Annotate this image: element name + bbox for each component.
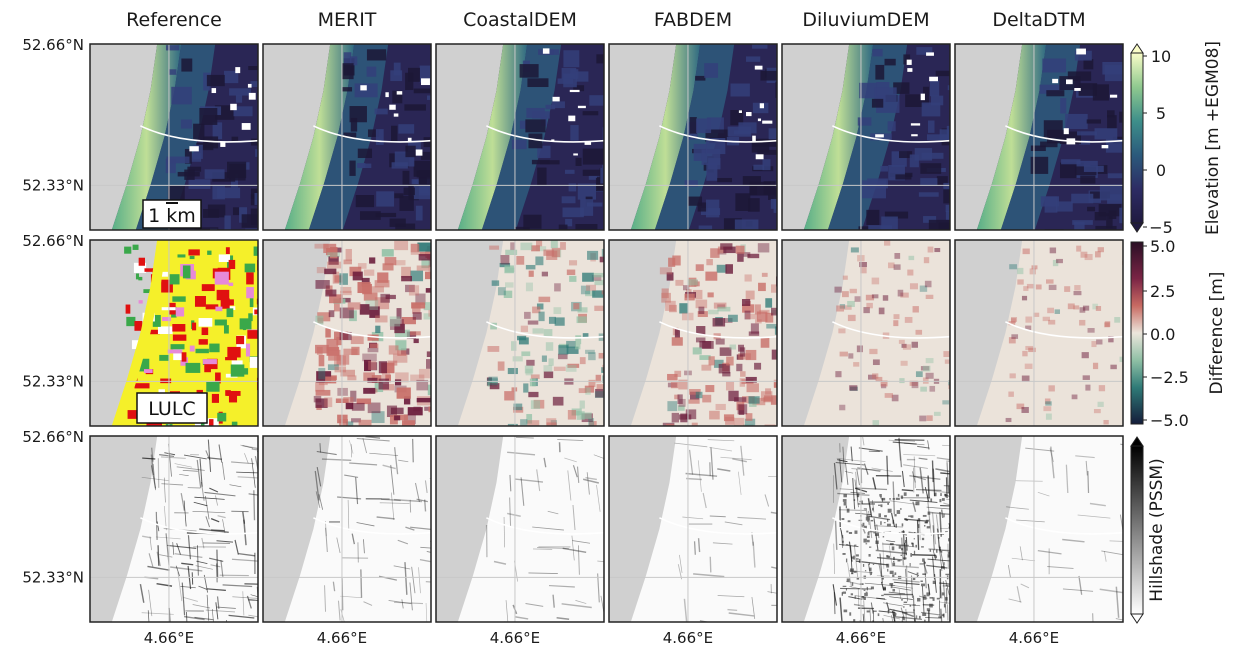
column-title-merit: MERIT	[318, 9, 377, 31]
x-tick-label: 4.66°E	[663, 629, 713, 647]
land-area	[803, 436, 950, 622]
panel-frame	[262, 435, 432, 623]
panel-elevation-fabdem	[608, 43, 778, 231]
land-area	[457, 436, 604, 622]
elevation-tick: 10	[1151, 47, 1171, 66]
panel-frame	[608, 239, 778, 427]
dune-strip	[457, 44, 528, 230]
column-title-deltadtm: DeltaDTM	[992, 9, 1085, 31]
panel-elevation-deltadtm	[954, 43, 1124, 231]
panel-frame	[954, 43, 1124, 231]
elevation-tick: 0	[1156, 161, 1166, 180]
land-area	[111, 240, 258, 426]
difference-tick: −5.0	[1150, 411, 1189, 430]
colorbar-hillshade: Hillshade (PSSM)	[1130, 436, 1167, 624]
axis-labels: 52.66°N 52.33°N 52.66°N 52.33°N 52.66°N 52.33…	[22, 36, 1059, 647]
dune-strip	[111, 44, 182, 230]
difference-tick: 5.0	[1150, 237, 1175, 256]
elevation-colorbar-label: Elevation [m +EGM08]	[1203, 41, 1223, 235]
dune-strip	[630, 44, 701, 230]
panel-difference-deltadtm	[954, 239, 1124, 427]
panel-frame	[608, 43, 778, 231]
panel-difference-fabdem	[608, 239, 778, 427]
panel-frame	[781, 239, 951, 427]
panel-frame	[262, 239, 432, 427]
column-title-fabdem: FABDEM	[654, 9, 732, 31]
elevation-tick: 5	[1156, 104, 1166, 123]
y-tick-label-top: 52.66°N	[22, 232, 84, 250]
dune-strip	[803, 44, 874, 230]
x-tick-label: 4.66°E	[1009, 629, 1059, 647]
panel-hillshade-diluviumdem	[781, 435, 951, 623]
dune-strip	[284, 44, 355, 230]
panel-frame	[954, 239, 1124, 427]
panel-elevation-diluviumdem	[781, 43, 951, 231]
panel-frame	[89, 435, 259, 623]
panel-elevation-reference	[89, 43, 259, 231]
x-tick-label: 4.66°E	[317, 629, 367, 647]
panel-hillshade-fabdem	[608, 435, 778, 623]
x-tick-label: 4.66°E	[836, 629, 886, 647]
column-title-coastaldem: CoastalDEM	[463, 9, 577, 31]
panel-frame	[89, 239, 259, 427]
column-titles: Reference MERIT CoastalDEM FABDEM DiluviumDE…	[126, 9, 1086, 31]
panel-frame	[435, 435, 605, 623]
panel-frame	[435, 43, 605, 231]
x-tick-label: 4.66°E	[144, 629, 194, 647]
panel-frame	[954, 435, 1124, 623]
colorbars: 10 5 0 −5 Elevation [m +EGM08] 5.0 2.5 0.0 −2.5 −…	[1130, 41, 1227, 624]
scale-bar-label: 1 km	[148, 205, 196, 227]
dune-strip	[976, 44, 1047, 230]
column-title-reference: Reference	[126, 9, 222, 31]
difference-tick: 2.5	[1150, 282, 1175, 301]
difference-tick: 0.0	[1150, 325, 1175, 344]
colorbar-difference: 5.0 2.5 0.0 −2.5 −5.0 Difference [m]	[1130, 237, 1227, 430]
panel-difference-diluviumdem	[781, 239, 951, 427]
land-area	[976, 436, 1123, 622]
panel-frame	[262, 43, 432, 231]
x-tick-label: 4.66°E	[490, 629, 540, 647]
land-area	[803, 240, 950, 426]
scale-bar: 1 km	[142, 199, 202, 229]
land-area	[976, 240, 1123, 426]
panel-hillshade-reference	[89, 435, 259, 623]
land-area	[111, 436, 258, 622]
column-title-diluviumdem: DiluviumDEM	[802, 9, 929, 31]
panel-hillshade-merit	[262, 435, 432, 623]
difference-colorbar-label: Difference [m]	[1207, 272, 1227, 395]
panel-hillshade-coastaldem	[435, 435, 605, 623]
land-area	[284, 436, 431, 622]
panel-frame	[435, 239, 605, 427]
panel-frame	[608, 435, 778, 623]
panel-grid: 1 km LULC	[89, 43, 1124, 623]
y-tick-label-bottom: 52.33°N	[22, 568, 84, 586]
panel-frame	[89, 43, 259, 231]
colorbar-elevation: 10 5 0 −5 Elevation [m +EGM08]	[1130, 41, 1223, 237]
lulc-label: LULC	[148, 398, 195, 420]
y-tick-label-top: 52.66°N	[22, 36, 84, 54]
panel-frame	[781, 435, 951, 623]
hillshade-colorbar-label: Hillshade (PSSM)	[1147, 458, 1167, 601]
y-tick-label-bottom: 52.33°N	[22, 372, 84, 390]
panel-elevation-coastaldem	[435, 43, 605, 231]
elevation-tick: −5	[1149, 218, 1173, 237]
panel-difference-merit	[262, 239, 432, 427]
y-tick-label-bottom: 52.33°N	[22, 176, 84, 194]
y-tick-label-top: 52.66°N	[22, 428, 84, 446]
lulc-label-box: LULC	[136, 392, 208, 424]
panel-elevation-merit	[262, 43, 432, 231]
difference-tick: −2.5	[1150, 368, 1189, 387]
panel-hillshade-deltadtm	[954, 435, 1124, 623]
panel-difference-coastaldem	[435, 239, 605, 427]
land-area	[630, 436, 777, 622]
panel-frame	[781, 43, 951, 231]
